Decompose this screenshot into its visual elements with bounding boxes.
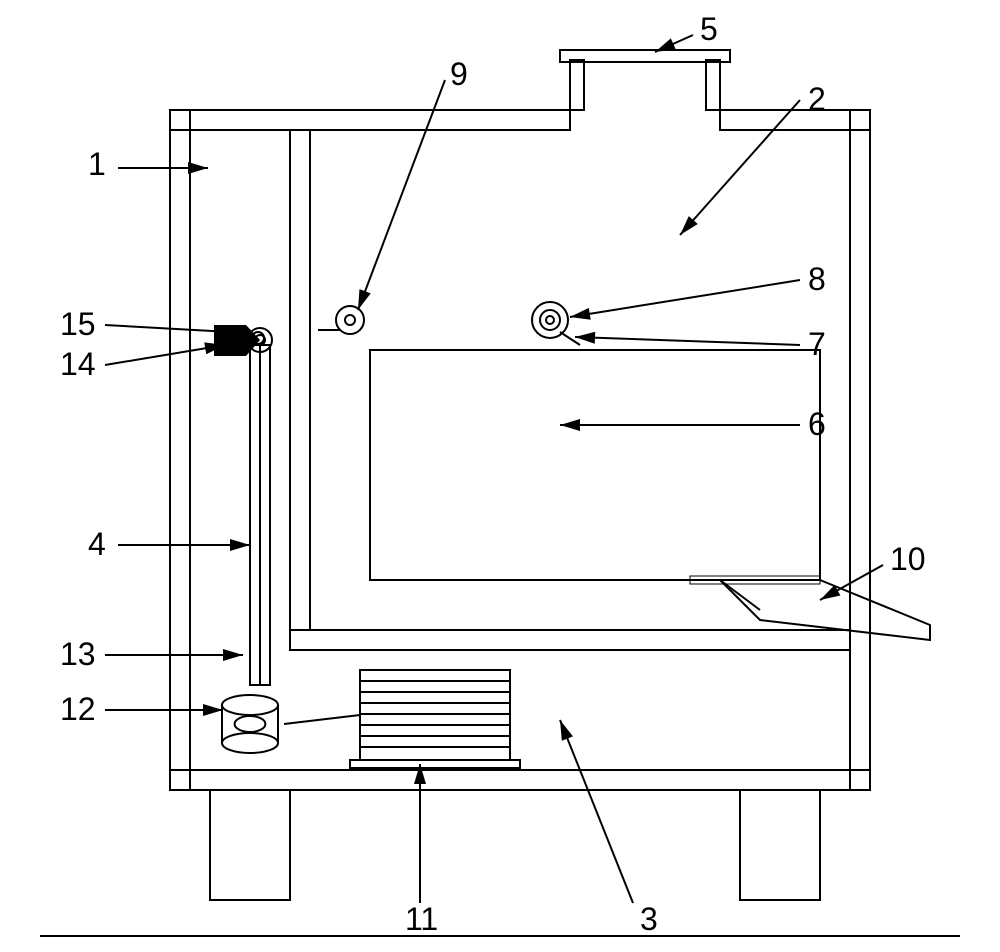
callout-6: 6 xyxy=(808,406,826,442)
callout-3: 3 xyxy=(640,901,658,937)
callout-5: 5 xyxy=(700,11,718,47)
callout-13: 13 xyxy=(60,636,96,672)
housing xyxy=(170,50,870,790)
callout-8: 8 xyxy=(808,261,826,297)
callout-9: 9 xyxy=(450,56,468,92)
callout-11: 11 xyxy=(405,901,438,937)
motor xyxy=(284,670,520,768)
callout-14: 14 xyxy=(60,346,96,382)
callout-2: 2 xyxy=(808,81,826,117)
callout-1: 1 xyxy=(88,146,106,182)
callout-4: 4 xyxy=(88,526,106,562)
tank xyxy=(370,350,930,640)
callout-10: 10 xyxy=(890,541,926,577)
callout-15: 15 xyxy=(60,306,96,342)
legs xyxy=(210,790,820,900)
shaft-assembly xyxy=(214,325,278,753)
rollers xyxy=(318,302,580,345)
callout-7: 7 xyxy=(808,326,826,362)
callout-12: 12 xyxy=(60,691,96,727)
